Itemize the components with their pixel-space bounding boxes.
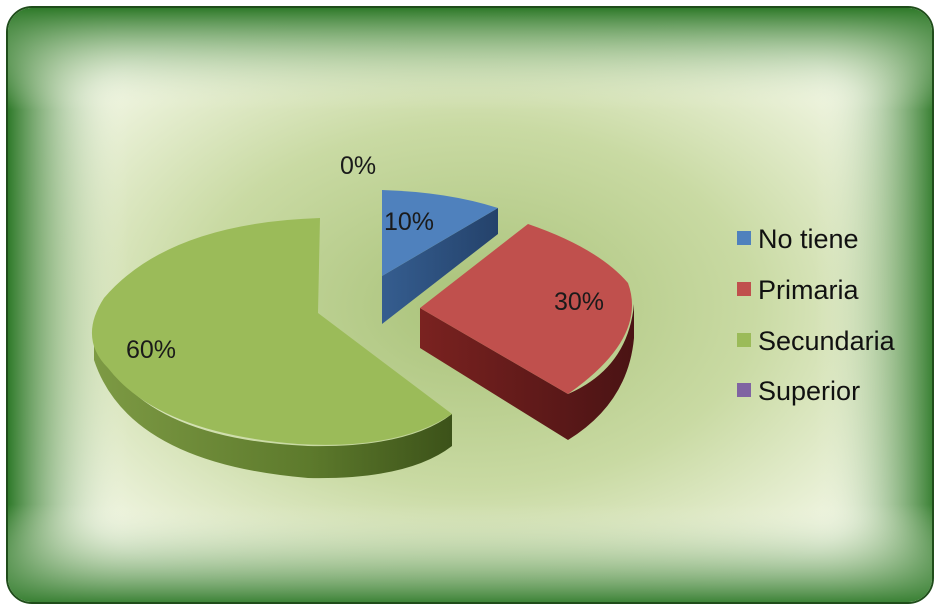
pie-slice-secundaria [91, 218, 452, 445]
data-label-primaria: 30% [554, 288, 604, 316]
pie-slice-primaria [420, 224, 632, 394]
legend-swatch-secundaria [737, 333, 751, 347]
pie-side-primaria [420, 304, 634, 440]
pie-side-no-tiene [382, 208, 498, 324]
legend-label-secundaria: Secundaria [758, 326, 896, 356]
legend-swatch-primaria [737, 282, 751, 296]
pie-slice-no-tiene [382, 190, 498, 276]
data-label-superior: 0% [340, 152, 376, 180]
legend-swatch-no-tiene [737, 231, 751, 245]
pie-side-secundaria [94, 333, 452, 479]
legend-label-primaria: Primaria [758, 275, 859, 305]
data-label-no-tiene: 10% [384, 208, 434, 236]
legend-swatch-superior [737, 383, 751, 397]
legend-label-superior: Superior [758, 376, 860, 406]
pie-chart: 0% 10% 30% 60% No tiene Primaria Secunda… [8, 8, 932, 602]
chart-frame: 0% 10% 30% 60% No tiene Primaria Secunda… [6, 6, 934, 604]
data-label-secundaria: 60% [126, 336, 176, 364]
legend-label-no-tiene: No tiene [758, 224, 859, 254]
legend: No tiene Primaria Secundaria Superior [737, 224, 896, 406]
